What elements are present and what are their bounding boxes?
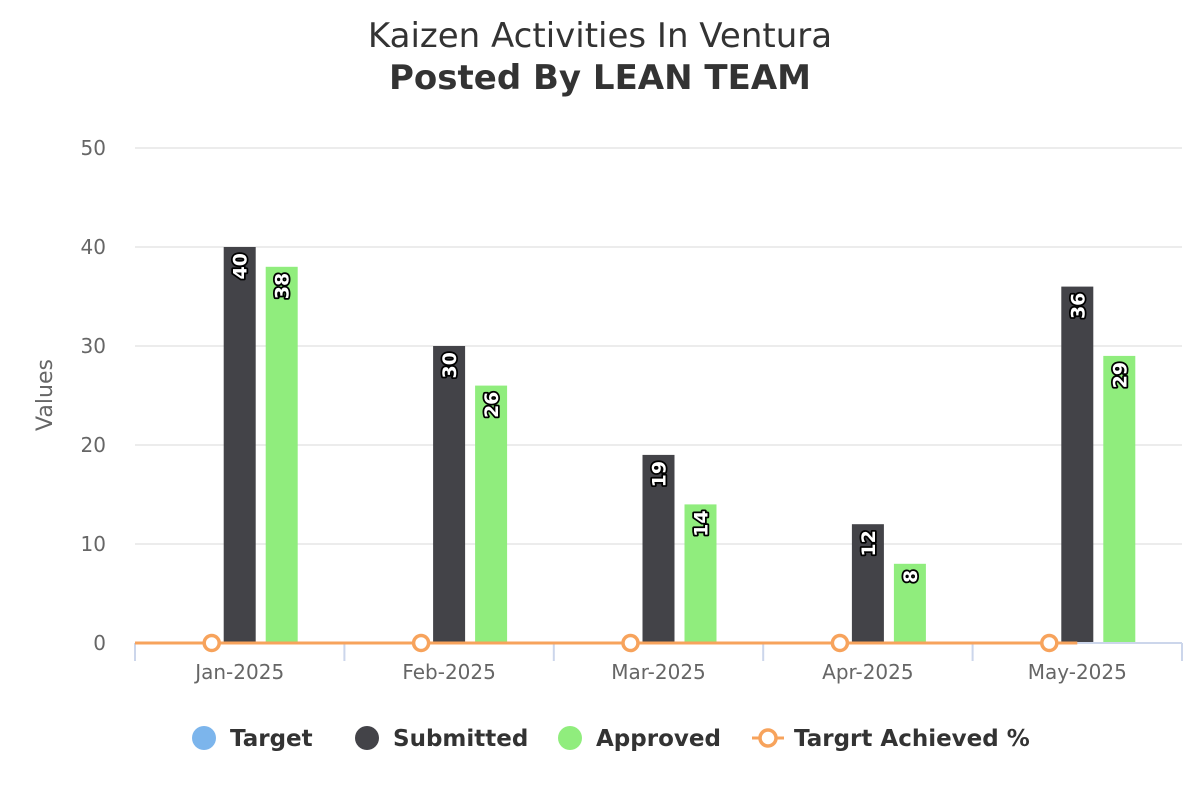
chart-title: Kaizen Activities In Ventura: [368, 16, 832, 56]
legend-label-submitted: Submitted: [393, 726, 528, 752]
y-axis: 0 10 20 30 40 50: [81, 136, 106, 655]
legend-marker-targrt-achieved-: [758, 728, 778, 748]
y-tick-label-10: 10: [81, 532, 106, 556]
data-label-submitted-2: 19: [649, 461, 671, 487]
data-labels: 40 38 30 26 19 14 12 8 36 29: [228, 251, 1133, 585]
legend-label-approved: Approved: [596, 726, 721, 752]
data-label-submitted-3: 12: [858, 530, 880, 556]
y-tick-label-40: 40: [81, 235, 106, 259]
bar-submitted-3: [851, 524, 884, 643]
legend-label-targrt-achieved-: Targrt Achieved %: [794, 726, 1030, 752]
bar-approved-4: [1103, 355, 1136, 643]
bars: [223, 247, 1136, 643]
x-tick-label-4: May-2025: [1028, 660, 1127, 684]
grid-lines: [135, 147, 1182, 545]
bar-submitted-1: [433, 346, 466, 643]
data-label-approved-3: 8: [900, 570, 922, 583]
target-achieved-line: [135, 633, 1078, 653]
legend: Target Submitted Approved Targrt Achieved %: [192, 726, 1030, 752]
y-tick-label-20: 20: [81, 433, 106, 457]
bar-approved-0: [265, 266, 298, 643]
data-label-submitted-1: 30: [439, 352, 461, 378]
bar-approved-1: [475, 385, 508, 643]
data-label-approved-0: 38: [272, 273, 294, 299]
x-axis: Jan-2025 Feb-2025 Mar-2025 Apr-2025 May-2025: [134, 642, 1183, 684]
bar-submitted-4: [1061, 286, 1094, 643]
legend-symbol-approved: [558, 726, 582, 750]
x-tick-label-2: Mar-2025: [611, 660, 706, 684]
y-axis-title: Values: [33, 359, 58, 431]
chart-subtitle: Posted By LEAN TEAM: [389, 58, 811, 98]
line-marker-0: [202, 633, 221, 653]
bar-submitted-2: [642, 454, 675, 643]
bar-approved-2: [684, 504, 717, 643]
bar-approved-3: [893, 563, 926, 643]
bar-submitted-0: [223, 247, 256, 643]
data-label-submitted-4: 36: [1067, 293, 1089, 319]
legend-symbol-target: [192, 726, 216, 750]
x-tick-label-0: Jan-2025: [193, 660, 284, 684]
data-label-approved-1: 26: [481, 392, 503, 418]
data-label-submitted-0: 40: [230, 253, 252, 279]
line-marker-4: [1040, 633, 1059, 653]
line-marker-2: [621, 633, 640, 653]
y-tick-label-0: 0: [93, 631, 106, 655]
x-tick-label-1: Feb-2025: [402, 660, 496, 684]
data-label-approved-2: 14: [691, 510, 713, 536]
legend-symbol-submitted: [355, 726, 379, 750]
legend-label-target: Target: [230, 726, 313, 752]
x-tick-label-3: Apr-2025: [822, 660, 913, 684]
y-tick-label-50: 50: [81, 136, 106, 160]
data-label-approved-4: 29: [1109, 362, 1131, 388]
line-marker-3: [830, 633, 850, 653]
line-marker-1: [411, 633, 431, 653]
y-tick-label-30: 30: [81, 334, 106, 358]
